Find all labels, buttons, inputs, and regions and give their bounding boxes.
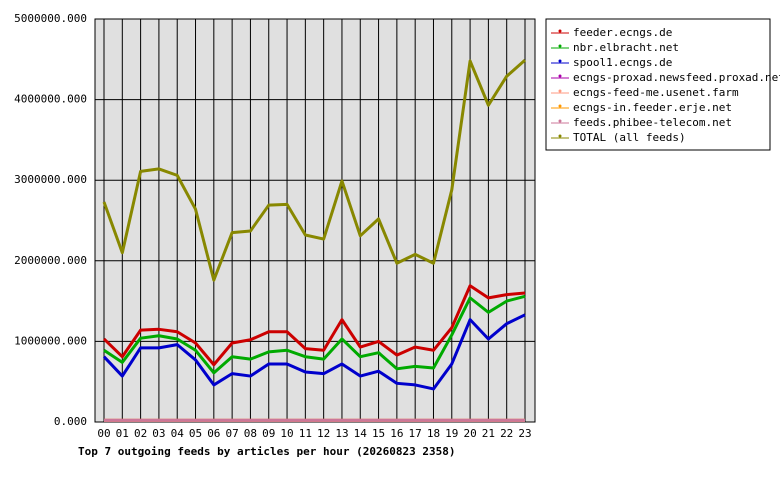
x-tick-label: 16 — [390, 427, 403, 440]
legend-marker — [558, 44, 562, 48]
x-tick-label: 17 — [409, 427, 422, 440]
x-tick-label: 18 — [427, 427, 440, 440]
x-tick-label: 22 — [500, 427, 513, 440]
legend-marker — [558, 29, 562, 33]
y-tick-label: 5000000.000 — [14, 12, 87, 25]
x-tick-label: 19 — [445, 427, 458, 440]
x-tick-label: 00 — [97, 427, 110, 440]
x-tick-label: 12 — [317, 427, 330, 440]
series-line — [103, 294, 526, 375]
y-tick-label: 2000000.000 — [14, 254, 87, 267]
x-tick-label: 06 — [207, 427, 220, 440]
series-line — [102, 58, 526, 282]
series-line — [102, 313, 526, 391]
legend-label: spool1.ecngs.de — [573, 56, 672, 69]
x-tick-label: 04 — [171, 427, 185, 440]
legend-marker — [558, 119, 562, 123]
legend-label: ecngs-feed-me.usenet.farm — [573, 86, 739, 99]
legend-box — [545, 18, 771, 151]
x-tick-label: 23 — [518, 427, 531, 440]
legend-marker — [558, 59, 562, 63]
plot-border — [94, 18, 536, 423]
legend-label: ecngs-proxad.newsfeed.proxad.net — [573, 71, 780, 84]
chart-title: Top 7 outgoing feeds by articles per hou… — [78, 445, 456, 458]
y-tick-label: 3000000.000 — [14, 173, 87, 186]
x-tick-label: 21 — [482, 427, 495, 440]
legend-label: ecngs-in.feeder.erje.net — [573, 101, 732, 114]
legend-label: TOTAL (all feeds) — [573, 131, 686, 144]
x-tick-label: 13 — [335, 427, 348, 440]
legend-label: feeds.phibee-telecom.net — [573, 116, 732, 129]
x-tick-label: 20 — [463, 427, 476, 440]
legend-label: nbr.elbracht.net — [573, 41, 679, 54]
x-tick-label: 11 — [299, 427, 312, 440]
legend-marker — [558, 134, 562, 138]
series-line — [102, 284, 526, 367]
x-tick-label: 01 — [116, 427, 129, 440]
x-tick-label: 07 — [226, 427, 239, 440]
x-tick-label: 08 — [244, 427, 257, 440]
legend-marker — [558, 104, 562, 108]
legend-marker — [558, 89, 562, 93]
y-tick-label: 4000000.000 — [14, 93, 87, 106]
x-tick-label: 14 — [354, 427, 368, 440]
y-tick-label: 1000000.000 — [14, 334, 87, 347]
x-tick-label: 02 — [134, 427, 147, 440]
x-tick-label: 03 — [152, 427, 165, 440]
x-tick-label: 15 — [372, 427, 385, 440]
plot-area — [95, 19, 535, 422]
x-tick-label: 09 — [262, 427, 275, 440]
y-tick-label: 0.000 — [54, 415, 87, 428]
x-tick-label: 05 — [189, 427, 202, 440]
x-tick-label: 10 — [280, 427, 293, 440]
legend-label: feeder.ecngs.de — [573, 26, 672, 39]
legend-marker — [558, 74, 562, 78]
